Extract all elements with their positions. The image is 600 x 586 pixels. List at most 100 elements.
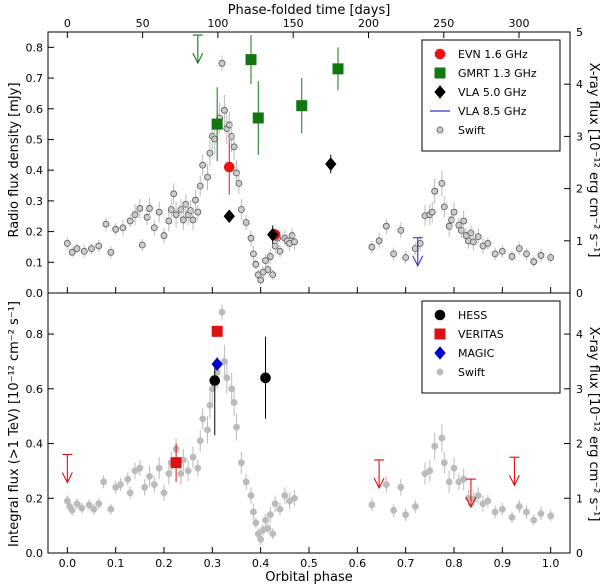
data-point <box>208 385 216 393</box>
data-point <box>252 112 264 124</box>
legend-label: EVN 1.6 GHz <box>458 48 528 61</box>
data-point <box>199 161 207 169</box>
data-point <box>537 252 545 259</box>
x-tick-label: 0.2 <box>155 557 173 570</box>
bottom-ytick-label: 0.8 <box>26 328 44 341</box>
data-point <box>228 132 236 140</box>
data-point <box>266 253 274 260</box>
data-point <box>167 206 175 213</box>
legend-label: GMRT 1.3 GHz <box>458 67 537 80</box>
data-point <box>107 248 115 256</box>
data-point <box>141 483 149 491</box>
x-tick-label: 0.9 <box>494 557 512 570</box>
x-tick-label: 0.8 <box>445 557 463 570</box>
data-point <box>271 500 279 508</box>
data-point <box>73 245 81 253</box>
data-point <box>368 501 376 509</box>
top-series-gmrt-1-3-ghz-upper-limit <box>192 34 204 65</box>
data-point <box>411 503 419 510</box>
data-point <box>235 179 243 187</box>
data-point <box>228 385 236 393</box>
bottom-panel-y2label: X-ray flux [10⁻¹² erg cm⁻² s⁻¹] <box>586 327 600 522</box>
bottom-series-veritas-upper-limits <box>61 453 520 509</box>
data-point <box>460 217 468 225</box>
data-point <box>136 464 144 472</box>
upper-limit-arrow <box>192 52 204 65</box>
top-series-vla-8-5-ghz <box>412 237 424 267</box>
data-point <box>547 254 555 261</box>
data-point <box>189 216 197 224</box>
data-point <box>170 190 178 198</box>
data-point <box>223 209 235 224</box>
data-point <box>172 211 180 219</box>
bottom-ytick-label: 0.2 <box>26 492 44 505</box>
data-point <box>267 227 279 242</box>
top-series-vla-5-0-ghz <box>223 154 337 244</box>
data-point <box>78 504 86 512</box>
data-point <box>225 121 233 129</box>
legend-label: VLA 8.5 GHz <box>458 105 527 118</box>
bottom-y2tick-label: 1 <box>576 492 583 505</box>
data-point <box>155 464 163 472</box>
top-ytick-label: 0.4 <box>26 164 44 177</box>
data-point <box>438 434 446 442</box>
data-point <box>165 217 173 225</box>
data-point <box>266 511 274 519</box>
data-point <box>112 225 120 233</box>
data-point <box>199 415 207 423</box>
data-point <box>179 216 187 224</box>
data-point <box>474 233 482 241</box>
bottom-y2tick-label: 0 <box>576 547 583 560</box>
data-point <box>498 505 506 513</box>
data-point <box>438 179 446 187</box>
legend-marker <box>434 346 446 360</box>
top-axis-tick-label: 300 <box>509 17 530 30</box>
data-point <box>291 238 298 246</box>
data-point <box>160 232 168 239</box>
data-point <box>245 54 257 66</box>
data-point <box>537 510 545 518</box>
data-point <box>484 240 492 247</box>
data-point <box>264 524 272 532</box>
data-point <box>85 501 93 509</box>
data-point <box>397 226 405 234</box>
upper-limit-arrow <box>508 474 520 487</box>
bottom-y2tick-label: 2 <box>576 438 583 451</box>
bottom-series-swift <box>63 303 555 545</box>
data-point <box>247 234 255 242</box>
data-point <box>80 247 88 255</box>
data-point <box>250 250 257 258</box>
data-point <box>88 245 95 253</box>
data-point <box>269 271 277 279</box>
data-point <box>332 63 344 75</box>
data-point <box>508 513 516 521</box>
bottom-panel: 0.0 0.2 0.4 0.6 0.8 0 1 2 3 4 0.0 0.1 0.2 0.3 0.4 0.5 0.… <box>26 292 583 570</box>
upper-limit-arrow <box>373 477 385 490</box>
x-tick-label: 0.3 <box>204 557 222 570</box>
data-point <box>450 208 458 216</box>
legend-label: Swift <box>458 124 486 137</box>
data-point <box>220 357 228 365</box>
data-point <box>194 464 202 472</box>
data-point <box>450 464 458 472</box>
data-point <box>230 143 238 151</box>
data-point <box>498 247 506 255</box>
data-point <box>150 224 158 232</box>
x-tick-label: 0.0 <box>59 557 77 570</box>
data-point <box>73 500 81 508</box>
data-point <box>218 308 226 316</box>
data-point <box>262 257 269 265</box>
data-point <box>211 118 223 130</box>
upper-limit-arrow <box>61 472 73 484</box>
data-point <box>474 492 482 499</box>
data-point <box>237 459 245 467</box>
data-point <box>68 506 76 514</box>
legend-label: VLA 5.0 GHz <box>458 86 527 99</box>
legend-box <box>421 39 561 152</box>
top-ytick-label: 0.2 <box>26 226 44 239</box>
data-point <box>102 220 110 228</box>
data-point <box>397 483 405 491</box>
data-point <box>247 492 255 499</box>
data-point <box>155 208 163 216</box>
